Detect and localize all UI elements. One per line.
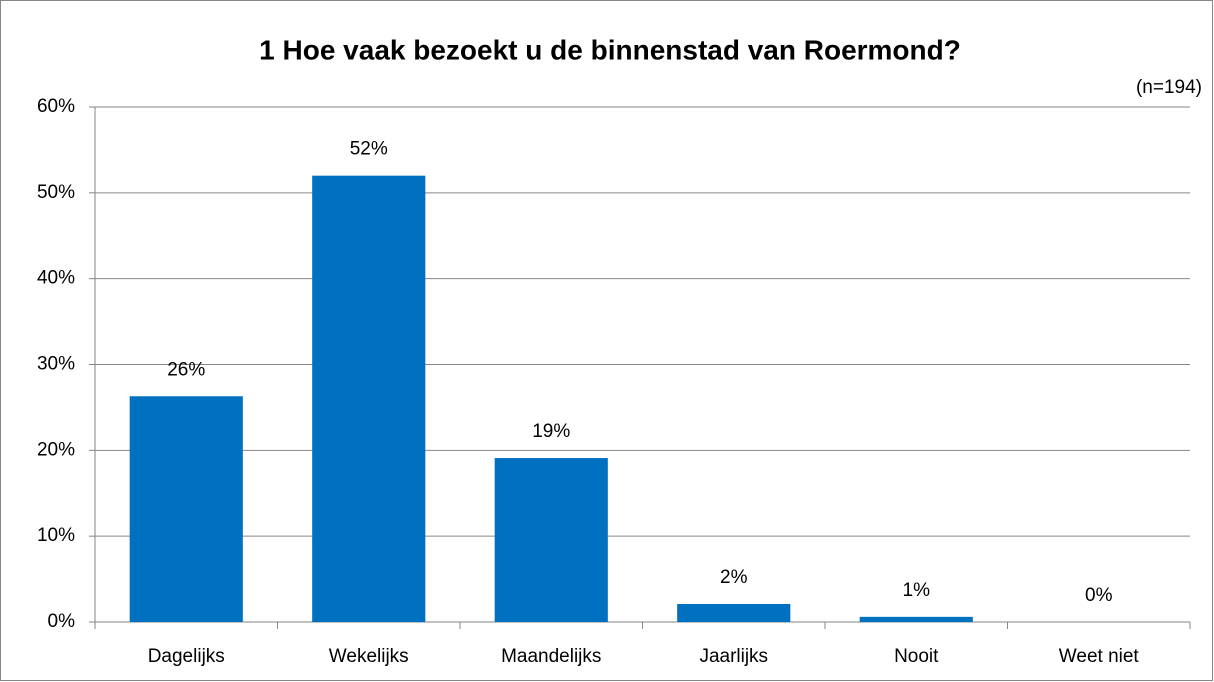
bar — [859, 616, 973, 622]
y-tick-label: 40% — [37, 268, 75, 289]
x-tick-label: Dagelijks — [148, 646, 225, 667]
chart-title: 1 Hoe vaak bezoekt u de binnenstad van R… — [259, 34, 961, 65]
y-tick-label: 30% — [37, 354, 75, 375]
y-tick-label: 50% — [37, 182, 75, 203]
data-label: 19% — [532, 421, 570, 442]
y-tick-label: 10% — [37, 525, 75, 546]
x-tick-label: Wekelijks — [329, 646, 409, 667]
bar — [129, 396, 243, 622]
bar — [677, 603, 791, 622]
y-tick-label: 60% — [37, 96, 75, 117]
x-tick-label: Jaarlijks — [699, 646, 768, 667]
data-label: 2% — [720, 567, 748, 588]
x-tick-label: Maandelijks — [501, 646, 601, 667]
chart-subtitle: (n=194) — [1136, 77, 1202, 98]
data-label: 1% — [903, 580, 931, 601]
data-label: 52% — [350, 139, 388, 160]
y-tick-label: 20% — [37, 439, 75, 460]
y-tick-label: 0% — [48, 611, 76, 632]
bar — [312, 175, 426, 622]
data-label: 26% — [167, 359, 205, 380]
x-tick-label: Nooit — [894, 646, 939, 667]
data-label: 0% — [1085, 585, 1113, 606]
bar — [494, 458, 608, 622]
x-tick-label: Weet niet — [1059, 646, 1140, 667]
